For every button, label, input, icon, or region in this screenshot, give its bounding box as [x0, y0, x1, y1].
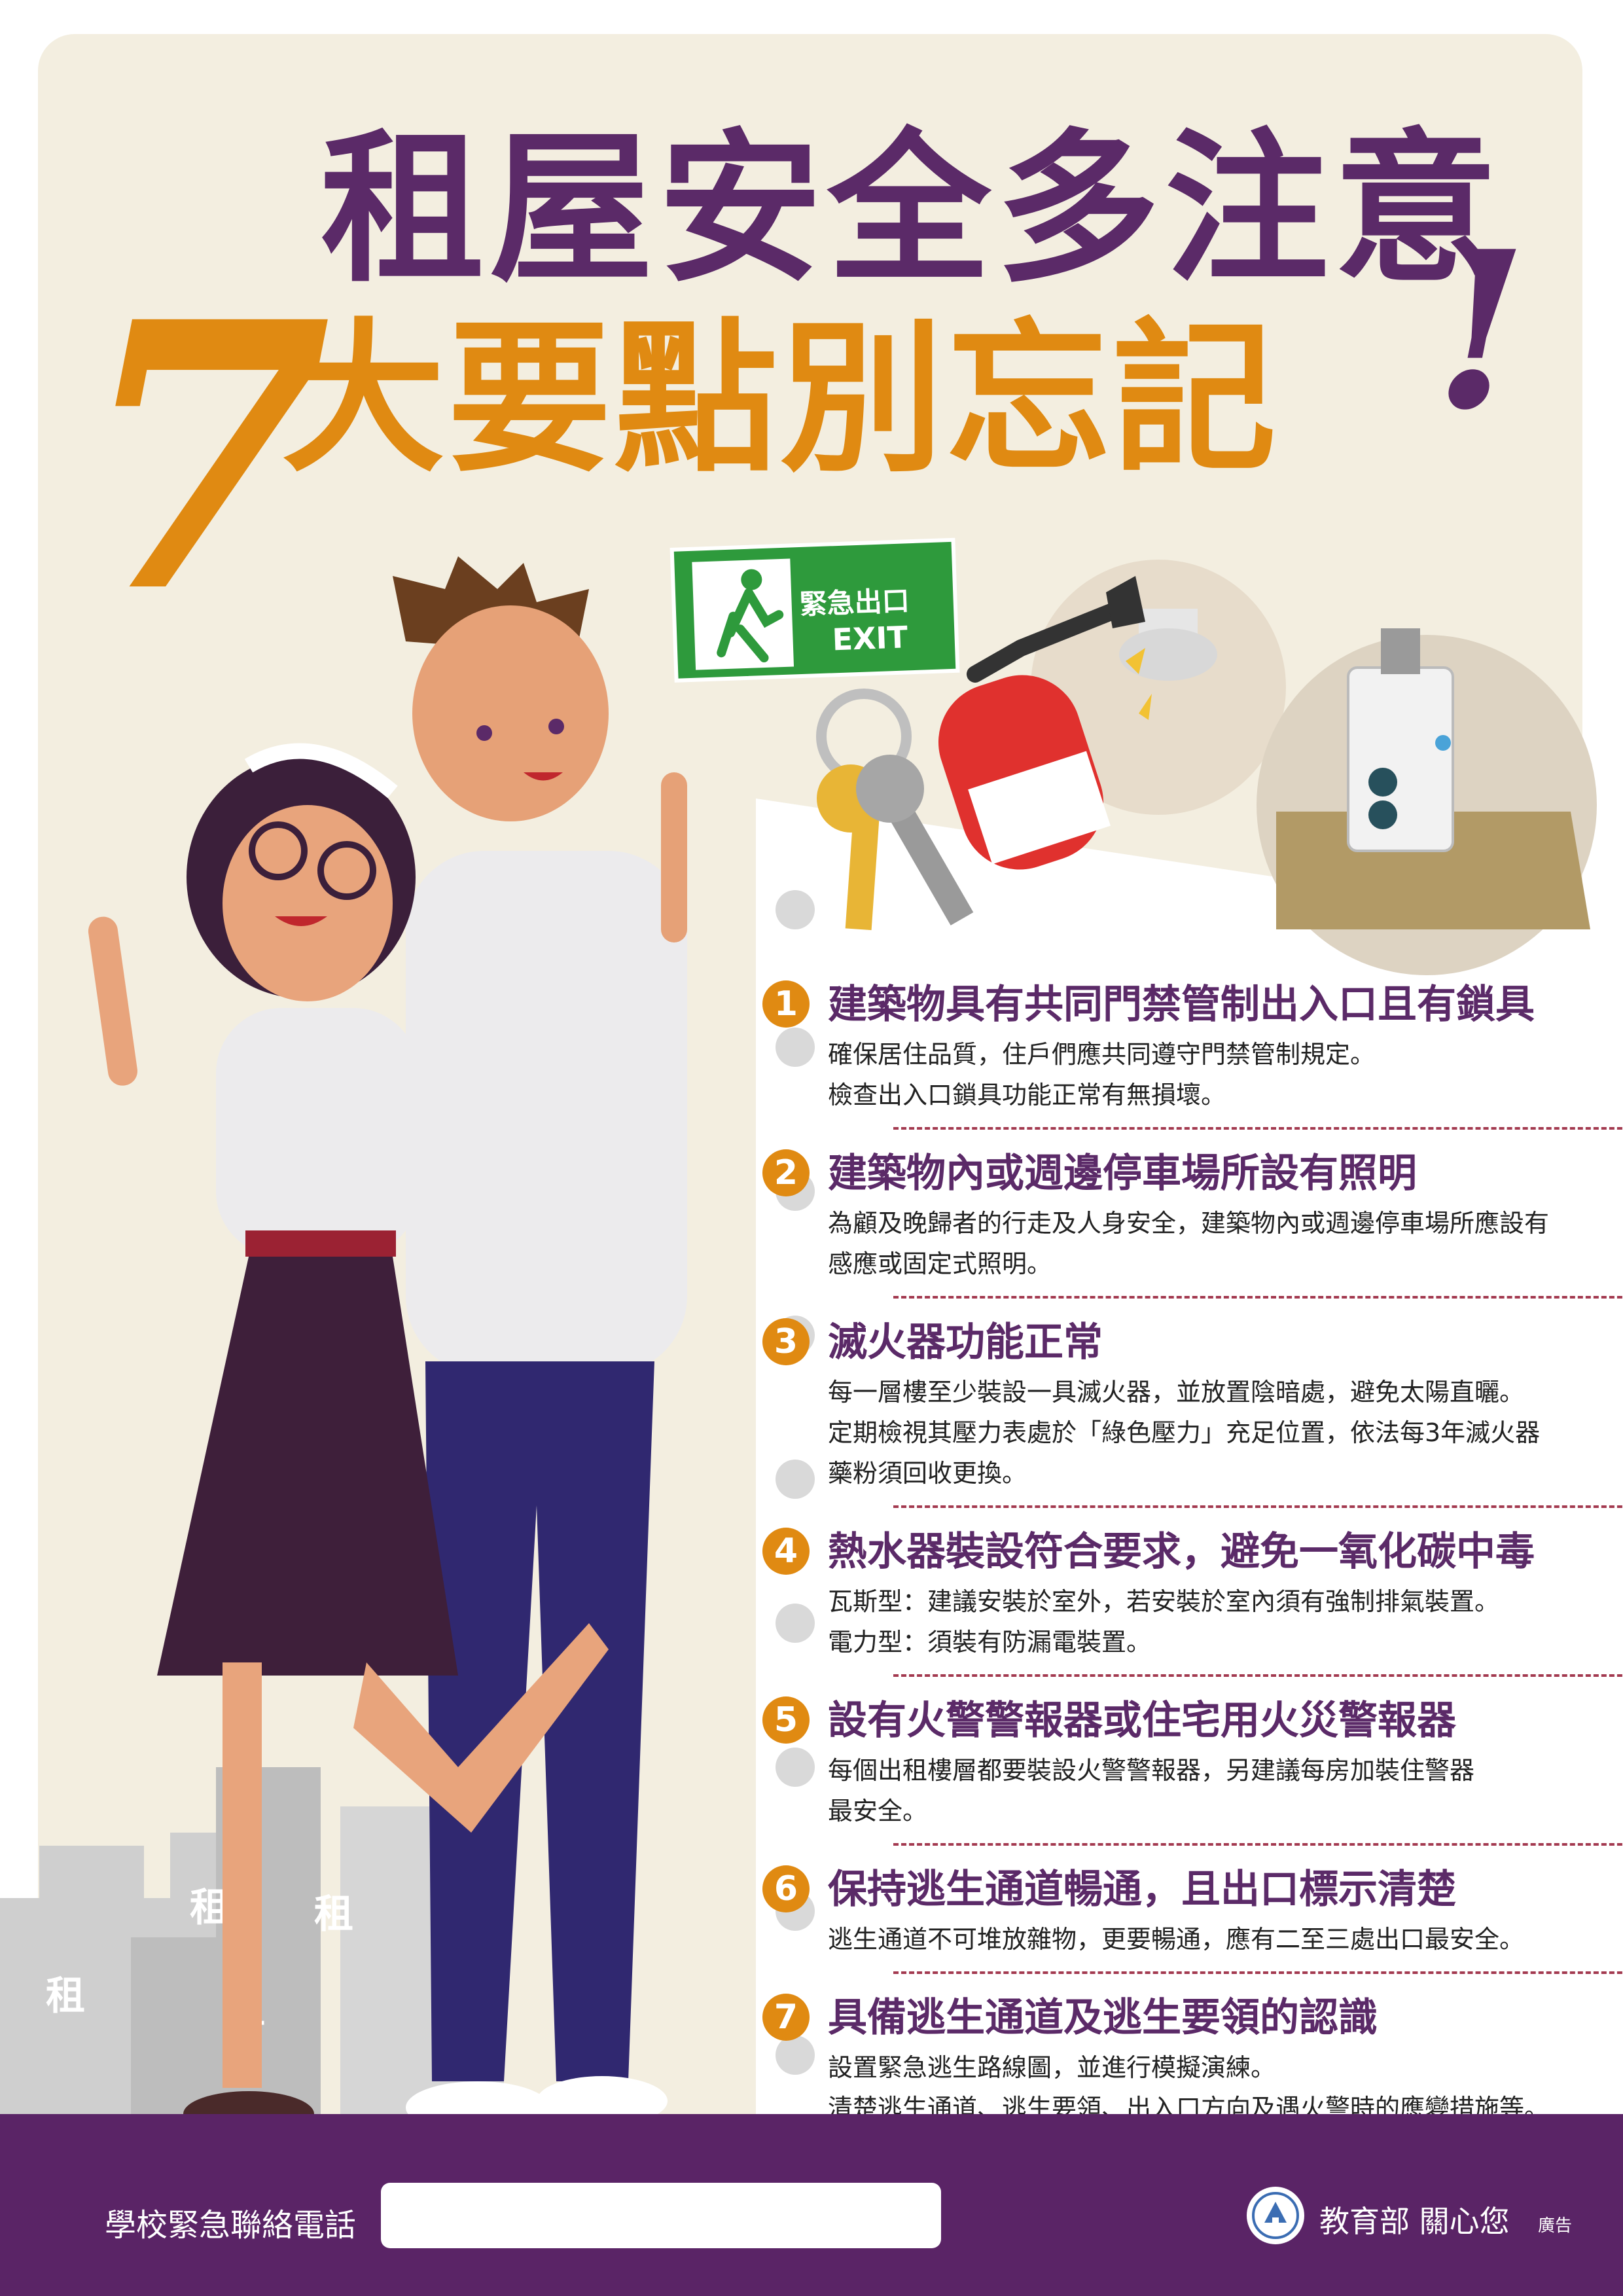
tip-item: 6 保持逃生通道暢通，且出口標示清楚 逃生通道不可堆放雜物，更要暢通，應有二至三… [762, 1860, 1623, 1974]
tip-item: 1 建築物具有共同門禁管制出入口且有鎖具 確保居住品質，住戶們應共同遵守門禁管制… [762, 975, 1623, 1130]
tip-item: 7 具備逃生通道及逃生要領的認識 設置緊急逃生路線圖，並進行模擬演練。 清楚逃生… [762, 1988, 1594, 2128]
tip-description-line: 最安全。 [828, 1797, 928, 1825]
dashed-divider [893, 1505, 1623, 1508]
fire-extinguisher-icon [938, 576, 1145, 870]
tip-item: 5 設有火警警報器或住宅用火災警報器 每個出租樓層都要裝設火警警報器，另建議每房… [762, 1691, 1623, 1846]
tip-title: 熱水器裝設符合要求，避免一氧化碳中毒 [828, 1529, 1535, 1575]
woman-figure [88, 743, 609, 2137]
tip-description-line: 瓦斯型：建議安裝於室外，若安裝於室內須有強制排氣裝置。 [828, 1587, 1500, 1616]
tip-number-badge: 3 [762, 1318, 810, 1365]
tip-title: 滅火器功能正常 [828, 1319, 1103, 1365]
tip-description-line: 每一層樓至少裝設一具滅火器，並放置陰暗處，避免太陽直曬。 [828, 1378, 1525, 1407]
title-exclamation: ! [1433, 204, 1528, 457]
dashed-divider [893, 1674, 1623, 1677]
tip-number-badge: 1 [762, 980, 810, 1028]
title-line-2: 大要點別忘記 [281, 304, 1279, 494]
tip-item: 3 滅火器功能正常 每一層樓至少裝設一具滅火器，並放置陰暗處，避免太陽直曬。 定… [762, 1313, 1623, 1508]
tip-description-line: 逃生通道不可堆放雜物，更要暢通，應有二至三處出口最安全。 [828, 1925, 1525, 1954]
footer-bar: 學校緊急聯絡電話 教育部 關心您 廣告 [0, 2114, 1623, 2296]
tip-number-badge: 2 [762, 1149, 810, 1196]
keys-icon [816, 689, 974, 931]
tip-title: 保持逃生通道暢通，且出口標示清楚 [828, 1867, 1456, 1912]
dashed-divider [893, 1296, 1623, 1299]
man-figure [393, 556, 687, 2134]
tip-description-line: 設置緊急逃生路線圖，並進行模擬演練。 [828, 2053, 1276, 2082]
dashed-divider [893, 1971, 1623, 1974]
ad-tag: 廣告 [1538, 2216, 1573, 2236]
dashed-divider [893, 1127, 1623, 1130]
exit-sign-icon: 緊急出口 EXIT [669, 537, 960, 683]
tip-description-line: 定期檢視其壓力表處於「綠色壓力」充足位置，依法每3年滅火器 [828, 1418, 1541, 1447]
dashed-divider [893, 1843, 1623, 1846]
ministry-seal-icon [1247, 2187, 1304, 2244]
tips-list: 1 建築物具有共同門禁管制出入口且有鎖具 確保居住品質，住戶們應共同遵守門禁管制… [762, 975, 1623, 2128]
title-line-1: 租屋安全多注意 [321, 114, 1503, 304]
tip-title: 具備逃生通道及逃生要領的認識 [828, 1995, 1378, 2041]
tip-title: 建築物內或週邊停車場所設有照明 [828, 1151, 1417, 1196]
tip-number-badge: 4 [762, 1528, 810, 1575]
ministry-text: 教育部 關心您 [1319, 2204, 1510, 2239]
building-sign: 租 [314, 1892, 353, 1937]
building-sign: 租 [46, 1973, 85, 2019]
exit-sign-label-en: EXIT [832, 619, 909, 657]
tip-item: 2 建築物內或週邊停車場所設有照明 為顧及晚歸者的行走及人身安全，建築物內或週邊… [762, 1144, 1623, 1299]
tip-description-line: 電力型：須裝有防漏電裝置。 [828, 1628, 1152, 1657]
tip-description-line: 藥粉須回收更換。 [828, 1459, 1027, 1488]
water-heater-icon [1257, 628, 1597, 975]
tip-number-badge: 6 [762, 1865, 810, 1912]
tip-description-line: 每個出租樓層都要裝設火警警報器，另建議每房加裝住警器 [828, 1756, 1475, 1785]
tip-description-line: 感應或固定式照明。 [828, 1249, 1052, 1278]
title-number: 7 [77, 243, 332, 673]
tip-number-badge: 5 [762, 1696, 810, 1744]
exit-sign-label-zh: 緊急出口 [799, 584, 910, 620]
tip-item: 4 熱水器裝設符合要求，避免一氧化碳中毒 瓦斯型：建議安裝於室外，若安裝於室內須… [762, 1522, 1623, 1677]
tip-description-line: 確保居住品質，住戶們應共同遵守門禁管制規定。 [828, 1040, 1376, 1069]
tip-title: 設有火警警報器或住宅用火災警報器 [828, 1698, 1456, 1744]
tip-title: 建築物具有共同門禁管制出入口且有鎖具 [828, 982, 1535, 1028]
tip-description-line: 為顧及晚歸者的行走及人身安全，建築物內或週邊停車場所應設有 [828, 1209, 1550, 1238]
emergency-contact-label: 學校緊急聯絡電話 [105, 2207, 357, 2244]
emergency-phone-field[interactable] [381, 2183, 941, 2248]
tip-description-line: 檢查出入口鎖具功能正常有無損壞。 [828, 1081, 1226, 1109]
tip-number-badge: 7 [762, 1994, 810, 2041]
